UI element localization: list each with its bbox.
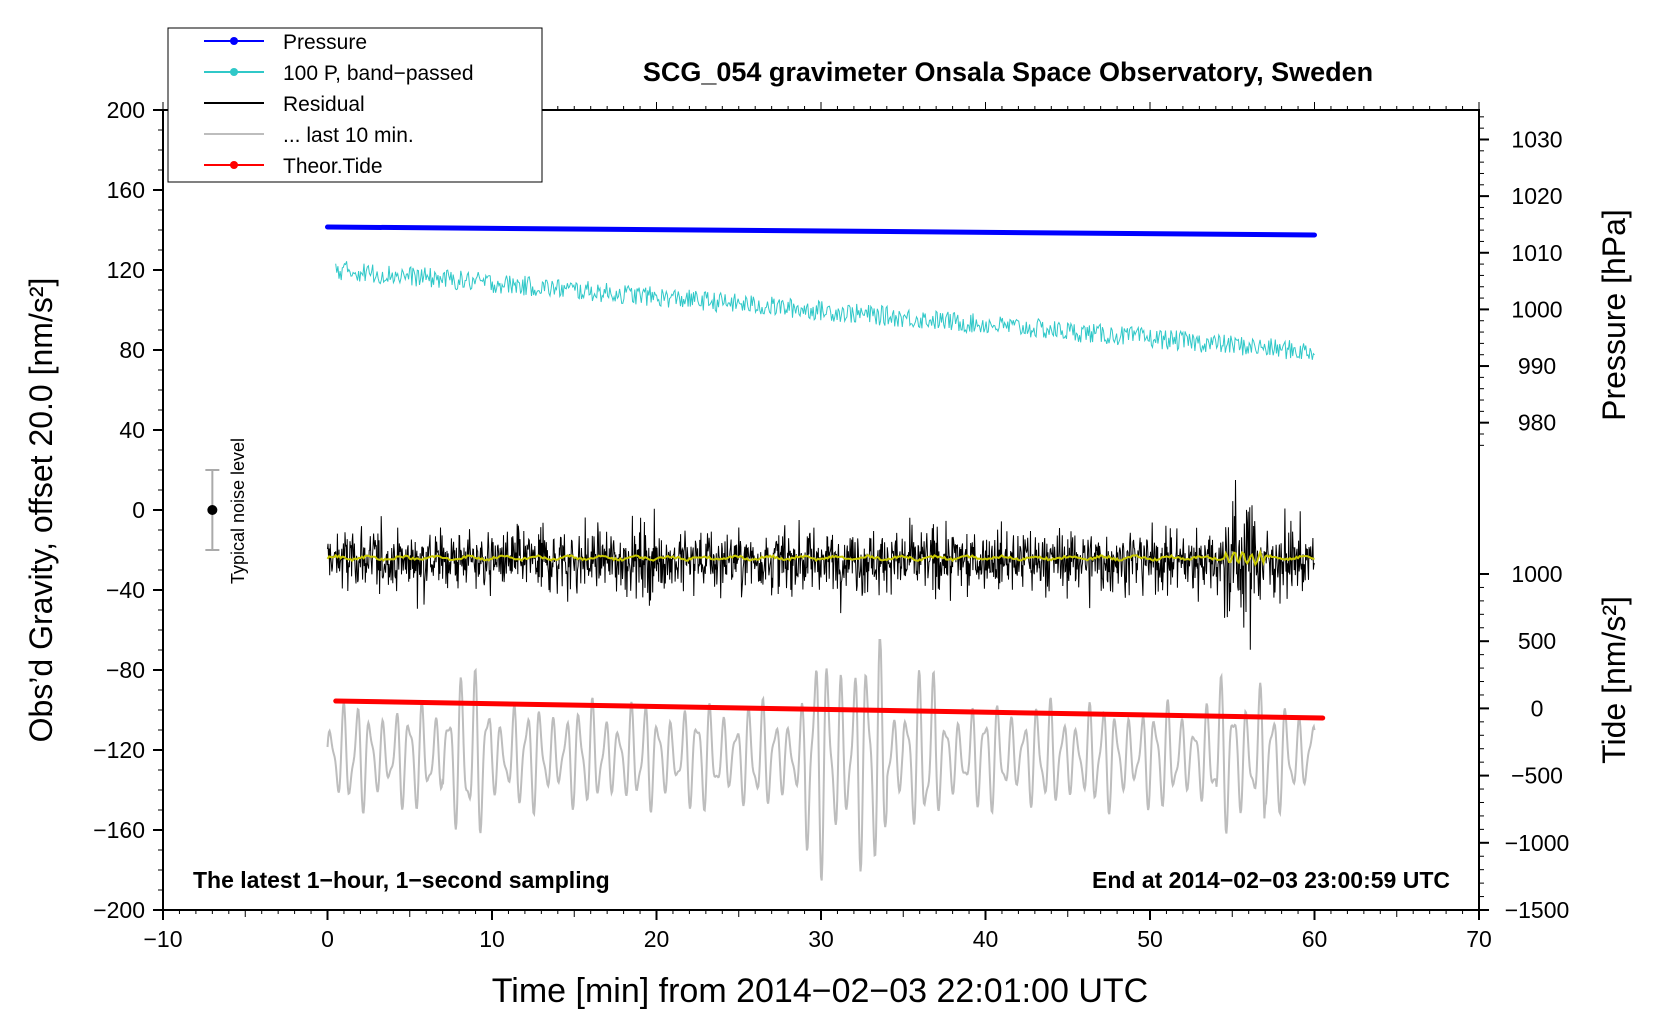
series-layer xyxy=(325,224,1326,881)
legend-label: ... last 10 min. xyxy=(283,124,414,147)
tide-tick-label: 500 xyxy=(1518,628,1556,654)
x-tick-label: 20 xyxy=(644,926,670,952)
legend-label: Pressure xyxy=(283,31,367,54)
y-tick-label: 80 xyxy=(119,337,145,363)
x-tick-label: 10 xyxy=(479,926,505,952)
y-tick-label: 160 xyxy=(107,177,145,203)
noise-level-bar xyxy=(205,469,220,551)
y-axis-left: −200 −160 −120 −80 −40 0 40 80 120 160 200 xyxy=(93,97,163,923)
tide-tick-label: 1000 xyxy=(1511,561,1562,587)
series-last-10-min-line xyxy=(326,639,1316,881)
x-tick-label: 0 xyxy=(321,926,334,952)
y-tick-label: 120 xyxy=(107,257,145,283)
tide-tick-label: −500 xyxy=(1511,763,1563,789)
pressure-tick-label: 1010 xyxy=(1511,240,1562,266)
legend-swatch-marker xyxy=(230,68,238,76)
pressure-axis-label: Pressure [hPa] xyxy=(1596,209,1632,421)
annotation-end-time: End at 2014−02−03 23:00:59 UTC xyxy=(1092,867,1450,893)
y-tick-label: −80 xyxy=(106,657,145,683)
y-axis-pressure: 980 990 1000 1010 1020 1030 xyxy=(1479,116,1563,446)
pressure-tick-label: 980 xyxy=(1518,410,1556,436)
legend-label: 100 P, band−passed xyxy=(283,62,474,85)
x-axis-label: Time [min] from 2014−02−03 22:01:00 UTC xyxy=(492,972,1148,1010)
annotation-sampling: The latest 1−hour, 1−second sampling xyxy=(193,867,610,893)
plot-area: Typical noise level The latest 1−hour, 1… xyxy=(162,109,1480,911)
series-pressure-line xyxy=(325,224,1317,238)
y-tick-label: 0 xyxy=(132,497,145,523)
pressure-tick-label: 1020 xyxy=(1511,183,1562,209)
x-tick-label: 50 xyxy=(1137,926,1163,952)
legend-swatch-marker xyxy=(230,37,238,45)
y-tick-label: 200 xyxy=(107,97,145,123)
x-tick-label: −10 xyxy=(143,926,182,952)
x-tick-label: 30 xyxy=(808,926,834,952)
y-tick-label: −40 xyxy=(106,577,145,603)
x-tick-label: 40 xyxy=(973,926,999,952)
y-tick-label: −160 xyxy=(93,817,145,843)
legend-label: Theor.Tide xyxy=(283,155,383,178)
legend-box xyxy=(167,27,543,183)
series-tide-line xyxy=(333,698,1326,721)
pressure-tick-label: 1000 xyxy=(1511,296,1562,322)
series-residual-line xyxy=(327,479,1315,650)
x-tick-label: 70 xyxy=(1466,926,1492,952)
tide-tick-label: −1000 xyxy=(1505,830,1570,856)
legend: Pressure 100 P, band−passed Residual ... la… xyxy=(167,27,543,183)
legend-label: Residual xyxy=(283,93,365,116)
y-tick-label: −200 xyxy=(93,897,145,923)
tide-axis-label: Tide [nm/s²] xyxy=(1596,596,1632,764)
series-residual-smoothed-line xyxy=(326,548,1315,567)
series-band-passed-line xyxy=(335,261,1315,360)
y-tick-label: 40 xyxy=(119,417,145,443)
y-axis-tide: −1500 −1000 −500 0 500 1000 xyxy=(1479,561,1569,923)
noise-level-label: Typical noise level xyxy=(228,438,248,584)
tide-tick-label: 0 xyxy=(1531,695,1544,721)
y-tick-label: −120 xyxy=(93,737,145,763)
legend-swatch-marker xyxy=(230,161,238,169)
x-axis: −10 0 10 20 30 40 50 60 70 xyxy=(143,102,1492,952)
noise-bar-center-dot xyxy=(207,505,218,515)
pressure-tick-label: 990 xyxy=(1518,353,1556,379)
tide-tick-label: −1500 xyxy=(1505,897,1570,923)
chart-title: SCG_054 gravimeter Onsala Space Observat… xyxy=(643,57,1373,87)
pressure-tick-label: 1030 xyxy=(1511,126,1562,152)
y-axis-label: Obs’d Gravity, offset 20.0 [nm/s²] xyxy=(23,278,59,743)
x-tick-label: 60 xyxy=(1302,926,1328,952)
